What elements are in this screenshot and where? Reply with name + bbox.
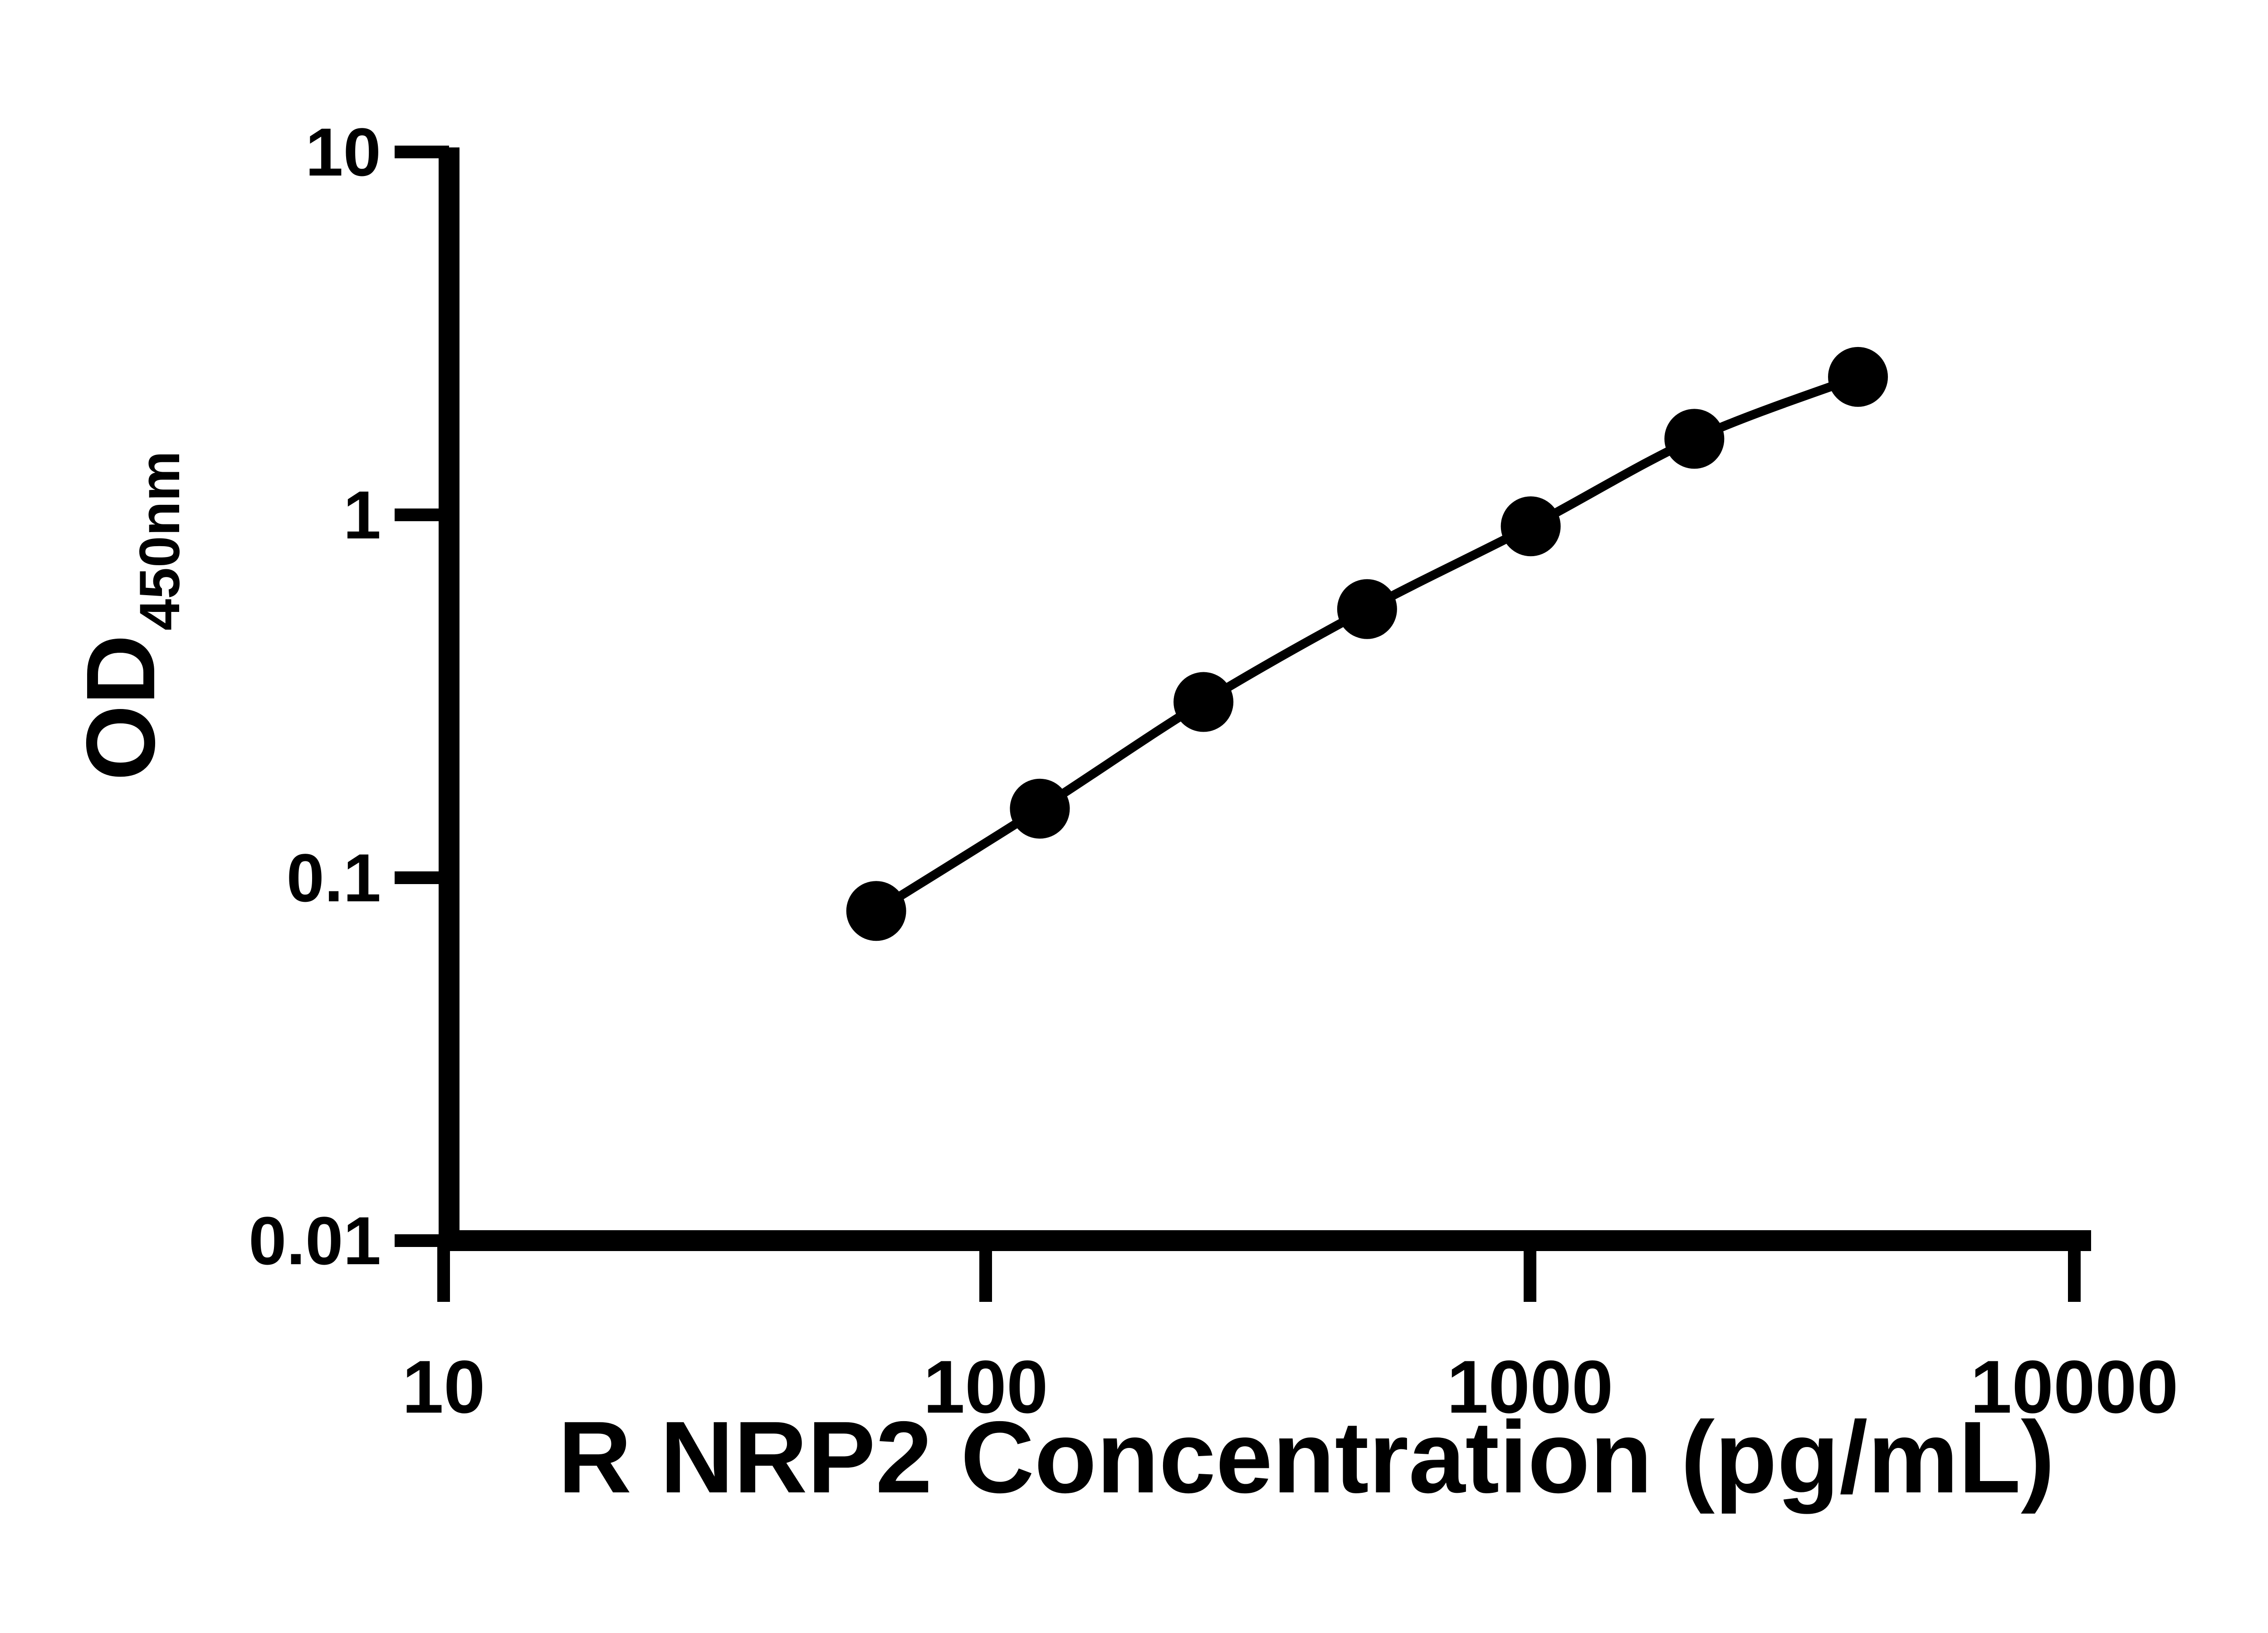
- data-point-marker: [1664, 409, 1725, 469]
- y-tick-label-0-01: 0.01: [249, 1203, 381, 1279]
- y-axis-title-main: OD: [66, 635, 175, 781]
- x-axis-title: R NRP2 Concentration (pg/mL): [558, 1400, 2055, 1514]
- data-point-marker: [846, 881, 906, 941]
- y-axis-title-subscript: 450nm: [128, 451, 191, 631]
- y-tick-label-0-1: 0.1: [286, 840, 381, 916]
- x-tick-label-10000: 10000: [1970, 1345, 2179, 1428]
- y-tick-label-10: 10: [305, 114, 381, 190]
- data-point-marker: [1501, 496, 1561, 557]
- x-tick-label-10: 10: [402, 1345, 485, 1428]
- data-point-marker: [1173, 672, 1234, 732]
- x-tick-label-1000: 1000: [1447, 1345, 1613, 1428]
- x-tick-label-100: 100: [923, 1345, 1048, 1428]
- data-point-marker: [1828, 347, 1888, 407]
- data-series-layer: [846, 347, 1888, 941]
- y-tick-label-1: 1: [343, 477, 381, 553]
- data-point-marker: [1010, 778, 1070, 839]
- x-axis-ticks: [437, 1241, 2081, 1302]
- y-axis-title: OD 450nm: [66, 451, 191, 781]
- data-point-marker: [1337, 579, 1397, 639]
